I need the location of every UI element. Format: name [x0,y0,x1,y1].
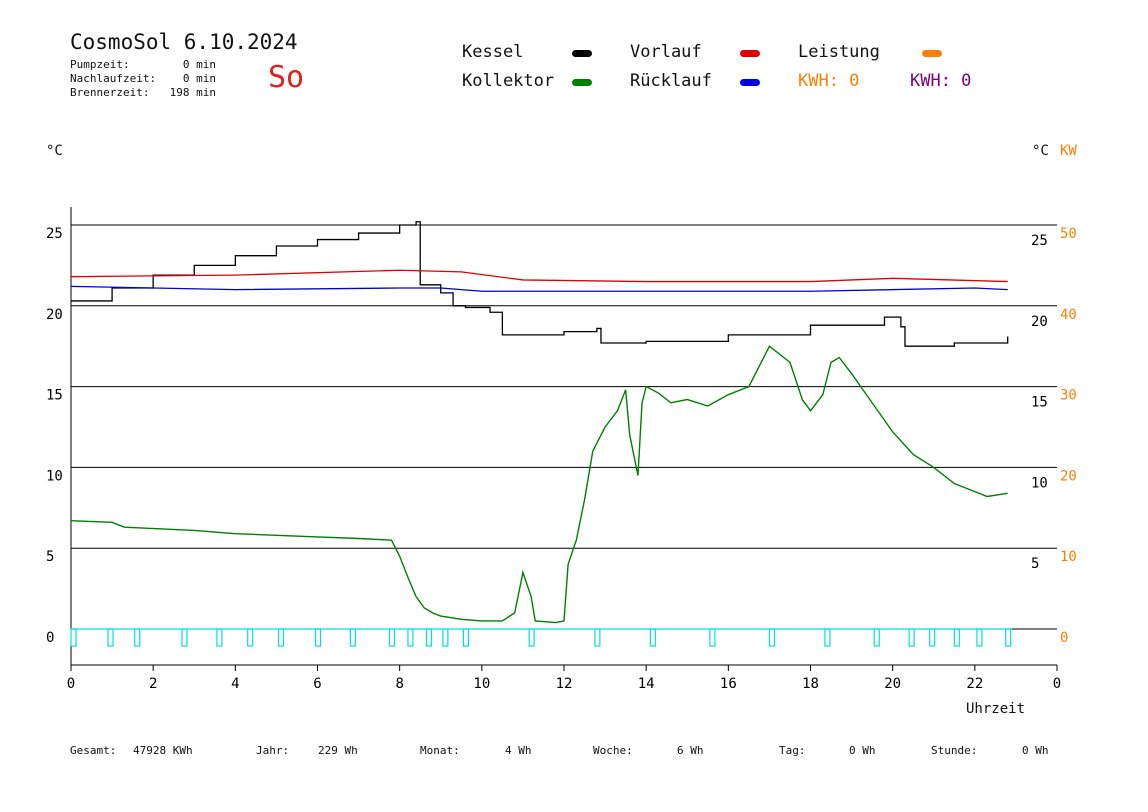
x-tick-label: 20 [884,676,901,692]
stat-nachlaufzeit-value: 0 min [182,72,216,85]
leistung-pulse [976,628,983,647]
legend-kwh-orange: KWH: 0 [798,71,860,91]
leistung-pulse [873,628,880,647]
x-tick-label: 14 [638,676,655,692]
leistung-pulse [768,628,776,647]
y-tick-right-kw: 10 [1060,549,1077,565]
legend-kessel-swatch [572,50,592,57]
x-tick-label: 4 [231,676,239,692]
footer-gesamt-label: Gesamt: [70,744,117,757]
leistung-pulse [824,628,831,647]
y-tick-right: 5 [1031,556,1039,572]
leistung-pulse [442,628,449,647]
y-tick-right-kw: 40 [1060,307,1077,323]
stat-brennerzeit-label: Brennerzeit: [70,86,150,99]
leistung-pulse [216,628,223,647]
x-tick-label: 6 [313,676,321,692]
stat-nachlaufzeit-label: Nachlaufzeit: [70,72,157,85]
leistung-pulse [929,628,936,647]
y-tick-right: 20 [1031,314,1048,330]
legend-ruecklauf: Rücklauf [630,71,712,91]
footer-tag-label: Tag: [779,744,806,757]
leistung-pulse [314,628,322,647]
leistung-pulse [134,628,141,647]
leistung-pulse [407,628,414,647]
x-tick-label: 0 [1053,676,1061,692]
y-tick-right: 10 [1031,475,1048,491]
leistung-pulse [349,628,357,647]
footer-stunde-label: Stunde: [931,744,978,757]
leistung-pulse [107,628,114,647]
y-tick-left: 15 [46,388,63,404]
x-tick-label: 12 [556,676,573,692]
legend-kessel: Kessel [462,42,524,62]
footer-monat-label: Monat: [420,744,460,757]
stat-brennerzeit-value: 198 min [169,86,216,99]
y-tick-right-kw: 20 [1060,468,1077,484]
footer-monat-value: 4 Wh [505,744,532,757]
series-ruecklauf [70,285,1008,292]
leistung-pulse [953,628,960,647]
y-axis-right-kw-unit: KW [1060,143,1077,159]
legend-vorlauf: Vorlauf [630,42,702,62]
legend-kollektor-swatch [572,79,592,86]
legend-leistung: Leistung [798,42,880,62]
y-axis-right-unit: °C [1032,143,1049,159]
y-tick-left: 10 [46,468,63,484]
leistung-pulse [247,628,254,647]
footer-woche-value: 6 Wh [677,744,704,757]
y-tick-left: 20 [46,307,63,323]
y-tick-right-kw: 0 [1060,630,1068,646]
leistung-pulse [388,628,396,647]
x-axis-label: Uhrzeit [966,701,1026,717]
footer-stunde-value: 0 Wh [1022,744,1049,757]
leistung-pulse [181,628,188,647]
leistung-pulse [425,628,433,647]
x-tick-label: 22 [966,676,983,692]
y-axis-left-unit: °C [46,143,63,159]
legend-vorlauf-swatch [740,50,760,57]
leistung-pulse [277,628,285,647]
y-tick-right-kw: 30 [1060,388,1077,404]
leistung-pulse [709,628,716,647]
legend-kollektor: Kollektor [462,71,555,91]
stat-pumpzeit-value: 0 min [182,58,216,71]
leistung-pulse [908,628,915,647]
footer-tag-value: 0 Wh [849,744,876,757]
leistung-pulse [1005,628,1012,647]
leistung-pulse [462,628,469,647]
y-tick-right: 25 [1031,233,1048,249]
y-tick-right: 15 [1031,395,1048,411]
leistung-pulse [70,628,77,647]
x-tick-label: 2 [149,676,157,692]
stat-pumpzeit-label: Pumpzeit: [70,58,130,71]
leistung-pulse [594,628,601,647]
weekday: So [268,60,305,95]
y-tick-left: 0 [46,630,54,646]
footer-jahr-label: Jahr: [256,744,290,757]
page-title: CosmoSol 6.10.2024 [70,30,298,54]
x-tick-label: 10 [473,676,490,692]
footer-woche-label: Woche: [593,744,633,757]
x-tick-label: 18 [802,676,819,692]
leistung-pulse [649,628,656,647]
footer-gesamt-value: 47928 KWh [133,744,193,757]
x-tick-label: 16 [720,676,737,692]
series-vorlauf [70,269,1008,283]
series-kollektor [70,345,1008,624]
x-tick-label: 0 [67,676,75,692]
y-tick-left: 5 [46,549,54,565]
series-kessel [71,221,1009,347]
legend-kwh-purple: KWH: 0 [910,71,972,91]
y-tick-right-kw: 50 [1060,226,1077,242]
x-tick-label: 8 [395,676,403,692]
leistung-pulse [528,628,535,647]
y-tick-left: 25 [46,226,63,242]
footer-jahr-value: 229 Wh [318,744,358,757]
legend-leistung-swatch [922,50,942,57]
legend-ruecklauf-swatch [740,79,760,86]
